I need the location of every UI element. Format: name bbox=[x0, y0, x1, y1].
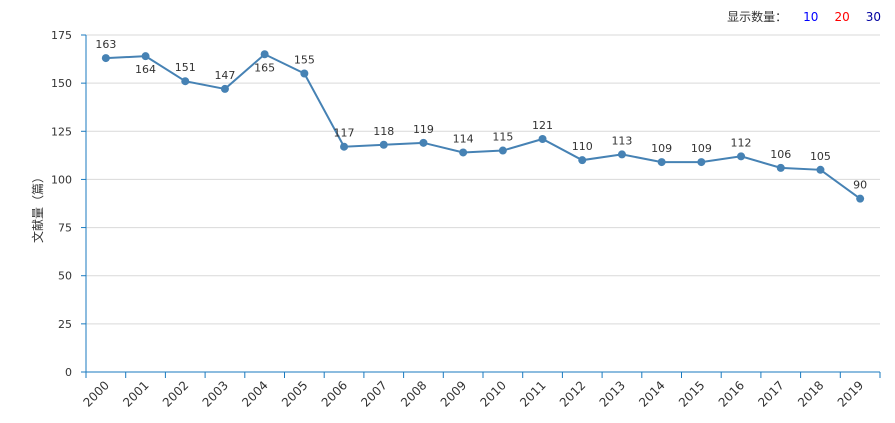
data-point[interactable] bbox=[578, 156, 587, 165]
data-point[interactable] bbox=[260, 50, 269, 59]
data-label: 109 bbox=[651, 142, 672, 155]
data-point[interactable] bbox=[459, 148, 468, 157]
y-tick-label: 175 bbox=[51, 29, 72, 42]
y-tick-label: 125 bbox=[51, 125, 72, 138]
data-point[interactable] bbox=[181, 77, 190, 86]
count-option-10[interactable]: 10 bbox=[803, 9, 819, 24]
y-tick-label: 0 bbox=[65, 366, 72, 379]
data-label: 118 bbox=[373, 125, 394, 138]
data-label: 90 bbox=[853, 179, 867, 192]
x-tick-label: 2019 bbox=[835, 378, 866, 409]
grid-lines bbox=[86, 34, 880, 325]
x-tick-label: 2002 bbox=[160, 378, 191, 409]
data-label: 109 bbox=[691, 142, 712, 155]
data-label: 105 bbox=[810, 150, 831, 163]
x-tick-label: 2010 bbox=[477, 378, 508, 409]
x-tick-label: 2012 bbox=[557, 378, 588, 409]
series-group bbox=[101, 50, 865, 203]
data-point[interactable] bbox=[697, 158, 706, 167]
data-point[interactable] bbox=[340, 142, 349, 151]
x-tick-label: 2000 bbox=[80, 378, 111, 409]
data-label: 113 bbox=[611, 134, 632, 147]
data-point[interactable] bbox=[538, 134, 547, 143]
data-point[interactable] bbox=[816, 165, 825, 174]
y-tick-label: 50 bbox=[58, 270, 72, 283]
x-tick-label: 2008 bbox=[398, 378, 429, 409]
x-tick-label: 2016 bbox=[716, 378, 747, 409]
x-tick-label: 2006 bbox=[319, 378, 350, 409]
y-tick-label: 75 bbox=[58, 222, 72, 235]
x-tick-label: 2009 bbox=[438, 378, 469, 409]
data-label: 121 bbox=[532, 119, 553, 132]
count-option-20[interactable]: 20 bbox=[834, 9, 850, 24]
x-tick-label: 2003 bbox=[200, 378, 231, 409]
data-point[interactable] bbox=[657, 158, 666, 167]
count-option-30[interactable]: 30 bbox=[865, 9, 881, 24]
y-axis-label: 文献量（篇） bbox=[30, 171, 45, 243]
display-count-bar: 显示数量： 10 20 30 bbox=[727, 8, 881, 25]
data-point[interactable] bbox=[220, 84, 229, 93]
x-tick-label: 2017 bbox=[755, 378, 786, 409]
data-point[interactable] bbox=[141, 52, 150, 61]
y-tick-label: 100 bbox=[51, 173, 72, 186]
y-axis: 0 25 50 75 100 125 150 175 bbox=[51, 29, 87, 379]
y-tick-label: 150 bbox=[51, 77, 72, 90]
data-label: 163 bbox=[95, 38, 116, 51]
data-point[interactable] bbox=[776, 163, 785, 172]
data-point[interactable] bbox=[737, 152, 746, 161]
data-point[interactable] bbox=[300, 69, 309, 78]
x-tick-label: 2015 bbox=[676, 378, 707, 409]
data-label: 110 bbox=[572, 140, 593, 153]
x-axis: 2000 2001 2002 2003 2004 2005 2006 2007 2008 2009… bbox=[80, 371, 881, 410]
data-point[interactable] bbox=[379, 140, 388, 149]
x-tick-label: 2014 bbox=[636, 378, 667, 409]
data-label: 165 bbox=[254, 61, 275, 74]
data-label: 164 bbox=[135, 63, 156, 76]
x-tick-label: 2018 bbox=[795, 378, 826, 409]
x-tick-label: 2011 bbox=[517, 378, 548, 409]
series-line bbox=[105, 53, 861, 200]
y-tick-label: 25 bbox=[58, 318, 72, 331]
x-tick-label: 2007 bbox=[358, 378, 389, 409]
x-tick-label: 2005 bbox=[279, 378, 310, 409]
data-label: 117 bbox=[334, 127, 355, 140]
data-label: 112 bbox=[731, 136, 752, 149]
data-label: 155 bbox=[294, 54, 315, 67]
data-point[interactable] bbox=[856, 194, 865, 203]
data-point[interactable] bbox=[617, 150, 626, 159]
x-tick-label: 2013 bbox=[597, 378, 628, 409]
data-label: 119 bbox=[413, 123, 434, 136]
data-labels: 163 164 151 147 165 155 117 118 119 114 115 121 110 1… bbox=[95, 38, 867, 192]
data-label: 115 bbox=[492, 131, 513, 144]
data-label: 106 bbox=[770, 148, 791, 161]
data-point[interactable] bbox=[419, 138, 428, 147]
data-label: 114 bbox=[453, 132, 474, 145]
x-tick-label: 2004 bbox=[239, 378, 270, 409]
data-label: 151 bbox=[175, 61, 196, 74]
display-count-label: 显示数量： bbox=[727, 10, 788, 24]
data-label: 147 bbox=[214, 69, 235, 82]
x-tick-label: 2001 bbox=[120, 378, 151, 409]
data-point[interactable] bbox=[101, 54, 110, 63]
data-point[interactable] bbox=[498, 146, 507, 155]
